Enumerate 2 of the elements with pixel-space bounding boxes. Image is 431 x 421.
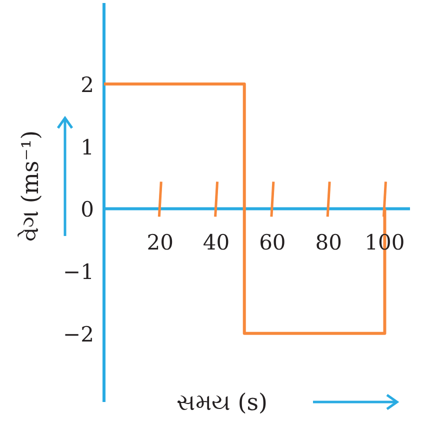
xlabel: સમય (s) — [176, 390, 268, 416]
ylabel: વેગ (ms⁻¹) — [18, 130, 44, 242]
